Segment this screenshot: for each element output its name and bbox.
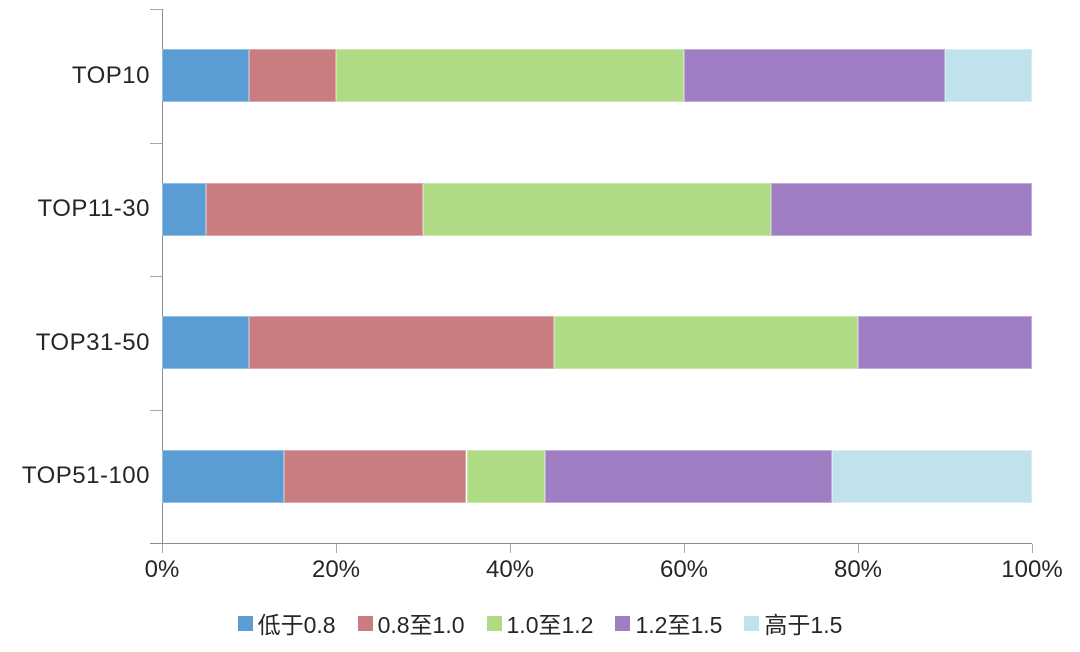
bar-segment: [249, 316, 554, 370]
bar-segment: [684, 49, 945, 103]
legend-swatch-icon: [486, 615, 502, 631]
bar-segment: [336, 49, 684, 103]
legend-item: 低于0.8: [237, 606, 336, 640]
bar-segment: [466, 449, 545, 503]
x-axis-tick-label: 0%: [144, 556, 180, 583]
legend-label: 高于1.5: [764, 612, 843, 638]
x-axis-tick: [858, 544, 859, 553]
bar-segment: [162, 316, 249, 370]
x-axis-tick-label: 100%: [1001, 556, 1063, 583]
plot-area: [162, 9, 1032, 543]
y-axis-label: TOP51-100: [21, 462, 150, 490]
legend: 低于0.8 0.8至1.0 1.0至1.2 1.2至1.5 高于1.5: [0, 606, 1080, 640]
bar-segment: [162, 449, 284, 503]
x-axis-tick-label: 20%: [311, 556, 361, 583]
y-axis-tick: [150, 9, 162, 10]
y-axis-label: TOP10: [71, 61, 150, 89]
legend-swatch-icon: [615, 615, 631, 631]
legend-item: 0.8至1.0: [357, 606, 465, 640]
legend-swatch-icon: [357, 615, 373, 631]
bar-segment: [423, 182, 771, 236]
legend-item: 1.2至1.5: [615, 606, 722, 640]
legend-item: 1.0至1.2: [486, 606, 594, 640]
bar-segment: [771, 182, 1032, 236]
y-axis-label: TOP11-30: [37, 195, 150, 223]
x-axis-tick: [162, 544, 163, 553]
bar-segment: [831, 449, 1032, 503]
bar-segment: [553, 316, 858, 370]
x-axis-tick-label: 40%: [485, 556, 535, 583]
bar-segment: [858, 316, 1032, 370]
bar-segment: [945, 49, 1032, 103]
bar-segment: [162, 182, 206, 236]
bar-row: [162, 182, 1032, 236]
y-axis-label: TOP31-50: [35, 328, 150, 356]
x-axis-tick: [336, 544, 337, 553]
bar-row: [162, 316, 1032, 370]
legend-item: 高于1.5: [744, 606, 842, 640]
bar-segment: [205, 182, 423, 236]
x-axis-tick: [684, 544, 685, 553]
y-axis: [162, 9, 163, 543]
bar-segment: [544, 449, 832, 503]
legend-label: 0.8至1.0: [377, 612, 465, 638]
legend-label: 低于0.8: [257, 612, 336, 638]
bar-segment: [249, 49, 336, 103]
x-axis: [150, 543, 1032, 544]
legend-swatch-icon: [237, 615, 253, 631]
y-axis-tick: [150, 142, 162, 144]
legend-label: 1.0至1.2: [506, 612, 594, 638]
bar-row: [162, 49, 1032, 103]
bar-row: [162, 449, 1032, 503]
legend-swatch-icon: [744, 615, 760, 631]
legend-label: 1.2至1.5: [635, 612, 723, 638]
x-axis-tick-label: 80%: [833, 556, 883, 583]
bar-segment: [162, 49, 249, 103]
x-axis-tick: [510, 544, 511, 553]
y-axis-tick: [150, 409, 162, 411]
x-axis-tick: [1032, 544, 1033, 553]
y-axis-tick: [150, 276, 162, 277]
x-axis-tick-label: 60%: [659, 556, 709, 583]
bar-segment: [283, 449, 467, 503]
